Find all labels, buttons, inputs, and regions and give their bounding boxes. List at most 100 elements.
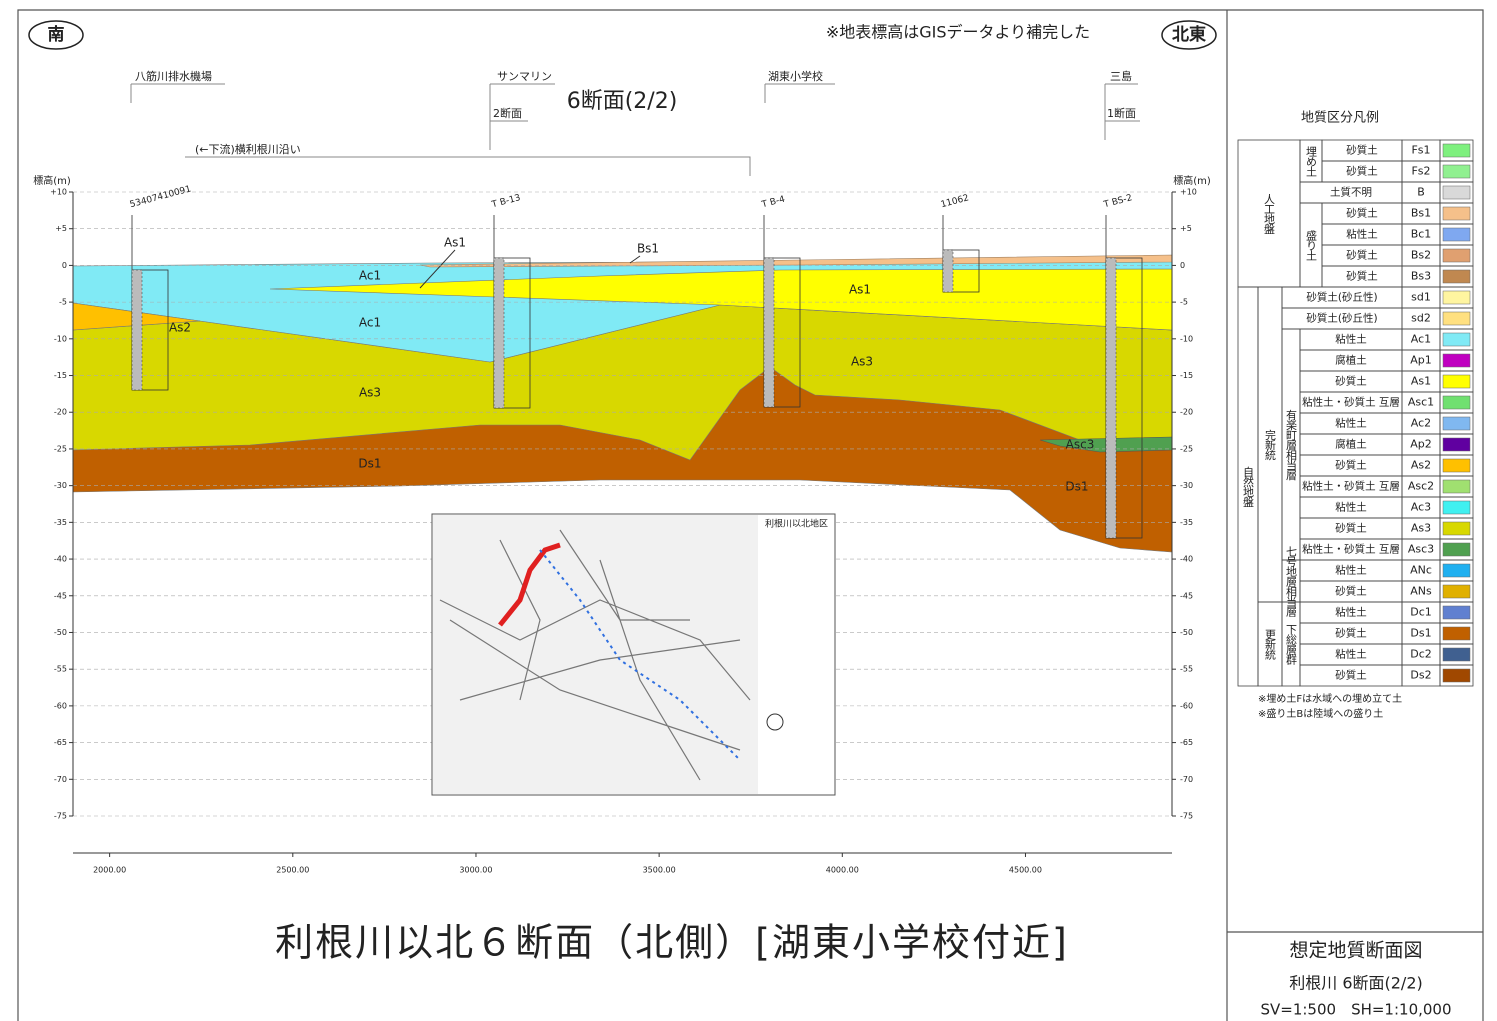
map-area	[433, 515, 758, 794]
legend-code: As1	[1411, 375, 1431, 388]
y-tick-label: -35	[1180, 518, 1193, 527]
landmark: 八筋川排水機場	[135, 69, 212, 83]
y-tick-label: -30	[54, 481, 67, 490]
legend-soil: 砂質土	[1335, 459, 1367, 472]
layer-label: As2	[169, 321, 191, 335]
layer-label: As3	[851, 355, 873, 369]
legend-code: Ap1	[1410, 354, 1432, 367]
legend-code: Fs1	[1411, 144, 1430, 157]
legend-group: 盛り土	[1305, 229, 1318, 261]
title-block-section: 利根川 6断面(2/2)	[1289, 974, 1423, 993]
legend-code: Ds2	[1410, 669, 1431, 682]
y-tick-label: 0	[62, 261, 67, 270]
legend-swatch	[1442, 647, 1471, 662]
borehole-log	[131, 269, 143, 391]
legend-code: Bs3	[1411, 270, 1431, 283]
legend-swatch	[1442, 500, 1471, 515]
layer-label: Ds1	[1065, 480, 1088, 494]
legend-soil: 砂質土(砂丘性)	[1306, 312, 1377, 325]
legend-note: ※埋め土Fは水域への埋め立て土	[1258, 692, 1402, 705]
y-tick-label: -15	[1180, 371, 1193, 380]
legend-group: 自然地盤	[1242, 466, 1255, 507]
y-tick-label: -40	[54, 555, 67, 564]
legend-code: Bc1	[1411, 228, 1432, 241]
x-tick-label: 4000.00	[826, 866, 859, 875]
map-title: 利根川以北地区	[765, 518, 828, 530]
y-tick-label: -45	[54, 591, 67, 600]
legend-swatch	[1442, 395, 1471, 410]
y-tick-label: -60	[54, 701, 67, 710]
legend-group: 人工地盤	[1263, 193, 1276, 234]
legend-swatch	[1442, 626, 1471, 641]
legend-cell	[1439, 664, 1474, 687]
axis-line	[72, 192, 1173, 854]
legend-soil: 砂質土	[1335, 585, 1367, 598]
legend-group: 完新統	[1264, 428, 1277, 461]
y-tick-label: -20	[54, 408, 67, 417]
legend-swatch	[1442, 248, 1471, 263]
note: ※地表標高はGISデータより補完した	[826, 23, 1090, 42]
legend-code: Bs1	[1411, 207, 1431, 220]
legend-soil: 砂質土	[1346, 207, 1378, 220]
legend-swatch	[1442, 437, 1471, 452]
legend-soil: 粘性土・砂質土 互層	[1302, 480, 1400, 493]
y-axis-label: 標高(m)	[1173, 174, 1211, 187]
x-tick-label: 2000.00	[93, 866, 126, 875]
x-tick-label: 3500.00	[643, 866, 676, 875]
legend-soil: 砂質土	[1346, 165, 1378, 178]
y-tick-label: -20	[1180, 408, 1193, 417]
legend-soil: 粘性土	[1335, 333, 1367, 346]
direction-south: 南	[48, 24, 65, 45]
legend-code: As2	[1411, 459, 1431, 472]
layer-label: Asc3	[1066, 438, 1095, 452]
y-tick-label: -40	[1180, 555, 1193, 564]
legend-soil: 粘性土	[1335, 648, 1367, 661]
legend-code: ANs	[1410, 585, 1432, 598]
map-section-line	[498, 542, 561, 627]
map-roads	[439, 529, 751, 781]
legend-group: 七号地層相当層	[1285, 546, 1298, 617]
y-tick-label: -5	[1180, 298, 1188, 307]
legend-soil: 砂質土	[1335, 627, 1367, 640]
legend-swatch	[1442, 563, 1471, 578]
legend-code: Dc1	[1410, 606, 1432, 619]
legend-code: Asc2	[1408, 480, 1434, 493]
legend-code: As3	[1411, 522, 1431, 535]
legend-soil: 粘性土	[1335, 606, 1367, 619]
y-tick-label: -60	[1180, 701, 1193, 710]
y-tick-label: -5	[59, 298, 67, 307]
landmark: 湖東小学校	[768, 69, 823, 83]
y-tick-label: +5	[55, 224, 67, 233]
legend-code: ANc	[1410, 564, 1432, 577]
legend-code: Bs2	[1411, 249, 1431, 262]
legend-swatch	[1442, 206, 1471, 221]
legend-swatch	[1442, 269, 1471, 284]
landmark: サンマリン	[497, 70, 552, 83]
legend-soil: 腐植土	[1335, 438, 1367, 451]
legend-code: B	[1417, 186, 1425, 199]
y-tick-label: -50	[1180, 628, 1193, 637]
legend-group: 更新統	[1264, 629, 1277, 661]
legend-soil: 粘性土・砂質土 互層	[1302, 396, 1400, 409]
borehole-log	[1105, 257, 1117, 539]
legend-swatch	[1442, 605, 1471, 620]
direction-oval	[1161, 20, 1217, 50]
layer-label: Ds1	[358, 457, 381, 471]
legend-note: ※盛り土Bは陸域への盛り土	[1258, 707, 1383, 720]
x-tick-label: 3000.00	[459, 866, 492, 875]
legend-swatch	[1442, 227, 1471, 242]
legend-swatch	[1442, 458, 1471, 473]
legend-title: 地質区分凡例	[1301, 111, 1379, 126]
legend-soil: 砂質土	[1346, 144, 1378, 157]
legend-soil: 粘性土・砂質土 互層	[1302, 543, 1400, 556]
legend-soil: 土質不明	[1330, 186, 1372, 199]
legend-code: Fs2	[1411, 165, 1430, 178]
legend-swatch	[1442, 290, 1471, 305]
legend-swatch	[1442, 416, 1471, 431]
layer-label: Bs1	[637, 242, 659, 256]
y-tick-label: -75	[54, 812, 67, 821]
landmark-leader	[130, 83, 1140, 150]
layer-leader	[419, 249, 641, 289]
